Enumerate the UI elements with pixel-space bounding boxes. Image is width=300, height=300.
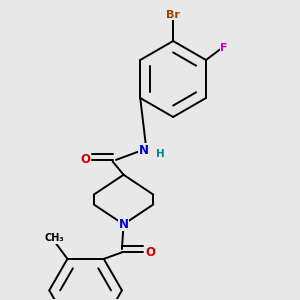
Text: H: H [156, 149, 165, 159]
Text: N: N [118, 218, 129, 231]
Text: N: N [138, 143, 148, 157]
Text: F: F [220, 43, 228, 53]
Text: O: O [145, 246, 155, 259]
Text: Br: Br [166, 10, 180, 20]
Text: O: O [81, 153, 91, 167]
Text: CH₃: CH₃ [44, 233, 64, 243]
